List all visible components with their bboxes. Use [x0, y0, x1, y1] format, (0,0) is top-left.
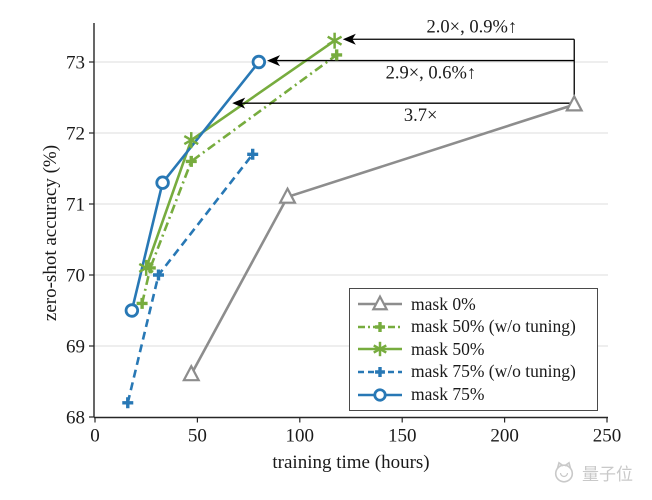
plus-marker [122, 397, 134, 409]
triangle-marker [565, 94, 584, 112]
asterisk-marker [138, 262, 154, 273]
plus-marker [375, 367, 385, 378]
series-markers-mask-50 [138, 32, 343, 276]
circle-marker [251, 54, 267, 70]
x-tick-label-0: 0 [90, 426, 100, 447]
plus-marker [331, 49, 343, 61]
legend-label: mask 75% (w/o tuning) [411, 361, 576, 382]
legend-item-mask-75-w-o-tuning: mask 75% (w/o tuning) [357, 361, 591, 383]
x-tick-label-50: 50 [188, 426, 207, 447]
y-tick-label-73: 73 [66, 53, 85, 74]
y-axis-title: zero-shot accuracy (%) [40, 144, 61, 322]
qbitai-logo [554, 461, 574, 483]
asterisk-marker [183, 135, 199, 146]
y-tick-label-70: 70 [66, 266, 85, 287]
series-markers-mask-75 [124, 54, 267, 318]
annotation-label-0: 2.0×, 0.9%↑ [427, 17, 518, 37]
triangle-marker [371, 294, 389, 311]
series-line-mask-50 [144, 39, 336, 269]
plus-marker [185, 155, 197, 167]
legend-item-mask-50-w-o-tuning: mask 50% (w/o tuning) [357, 316, 591, 338]
triangle-marker [278, 186, 297, 204]
plus-marker [375, 321, 385, 332]
legend-marker-circle-open [358, 388, 402, 402]
y-tick-label-72: 72 [66, 124, 85, 145]
y-tick-label-69: 69 [66, 337, 85, 358]
triangle-marker [182, 363, 201, 382]
x-axis-title: training time (hours) [272, 452, 430, 473]
series-markers-mask-0 [182, 94, 584, 382]
series-markers-mask-75-w-o-tuning [122, 148, 259, 409]
legend-marker-plus [358, 321, 402, 332]
plus-marker [247, 148, 259, 160]
circle-marker [373, 388, 387, 402]
y-tick-label-71: 71 [66, 195, 85, 216]
legend-marker-asterisk [358, 342, 402, 357]
x-tick-label-250: 250 [593, 426, 622, 447]
x-tick-label-100: 100 [286, 426, 315, 447]
series-line-mask-50-w-o-tuning [140, 53, 338, 304]
annotation-label-2: 3.7× [404, 106, 438, 126]
x-tick-label-150: 150 [388, 426, 417, 447]
asterisk-marker [373, 344, 387, 355]
legend-item-mask-50: mask 50% [357, 338, 591, 360]
y-tick-label-68: 68 [66, 408, 85, 429]
legend: mask 0% mask 50% (w/o tuning) mask 50% mask… [349, 288, 598, 411]
arrowhead-icon-2 [232, 97, 246, 109]
plus-marker [152, 269, 164, 281]
watermark-text: 量子位 [582, 464, 633, 484]
circle-marker [155, 175, 170, 190]
legend-marker-plus [358, 367, 402, 378]
watermark: 量子位 [551, 459, 633, 485]
plus-marker [136, 297, 148, 309]
arrowhead-icon-0 [342, 33, 356, 45]
legend-label: mask 0% [411, 293, 476, 314]
legend-label: mask 50% [411, 338, 485, 359]
x-tick-label-200: 200 [490, 426, 519, 447]
arrowhead-icon-1 [267, 55, 281, 67]
legend-marker-triangle-open [358, 294, 402, 311]
legend-label: mask 75% [411, 383, 485, 404]
asterisk-marker [327, 35, 343, 46]
legend-label: mask 50% (w/o tuning) [411, 316, 576, 337]
legend-item-mask-0: mask 0% [357, 293, 591, 315]
circle-marker [124, 303, 140, 318]
legend-item-mask-75: mask 75% [357, 384, 591, 406]
annotation-label-1: 2.9×, 0.6%↑ [386, 64, 477, 84]
